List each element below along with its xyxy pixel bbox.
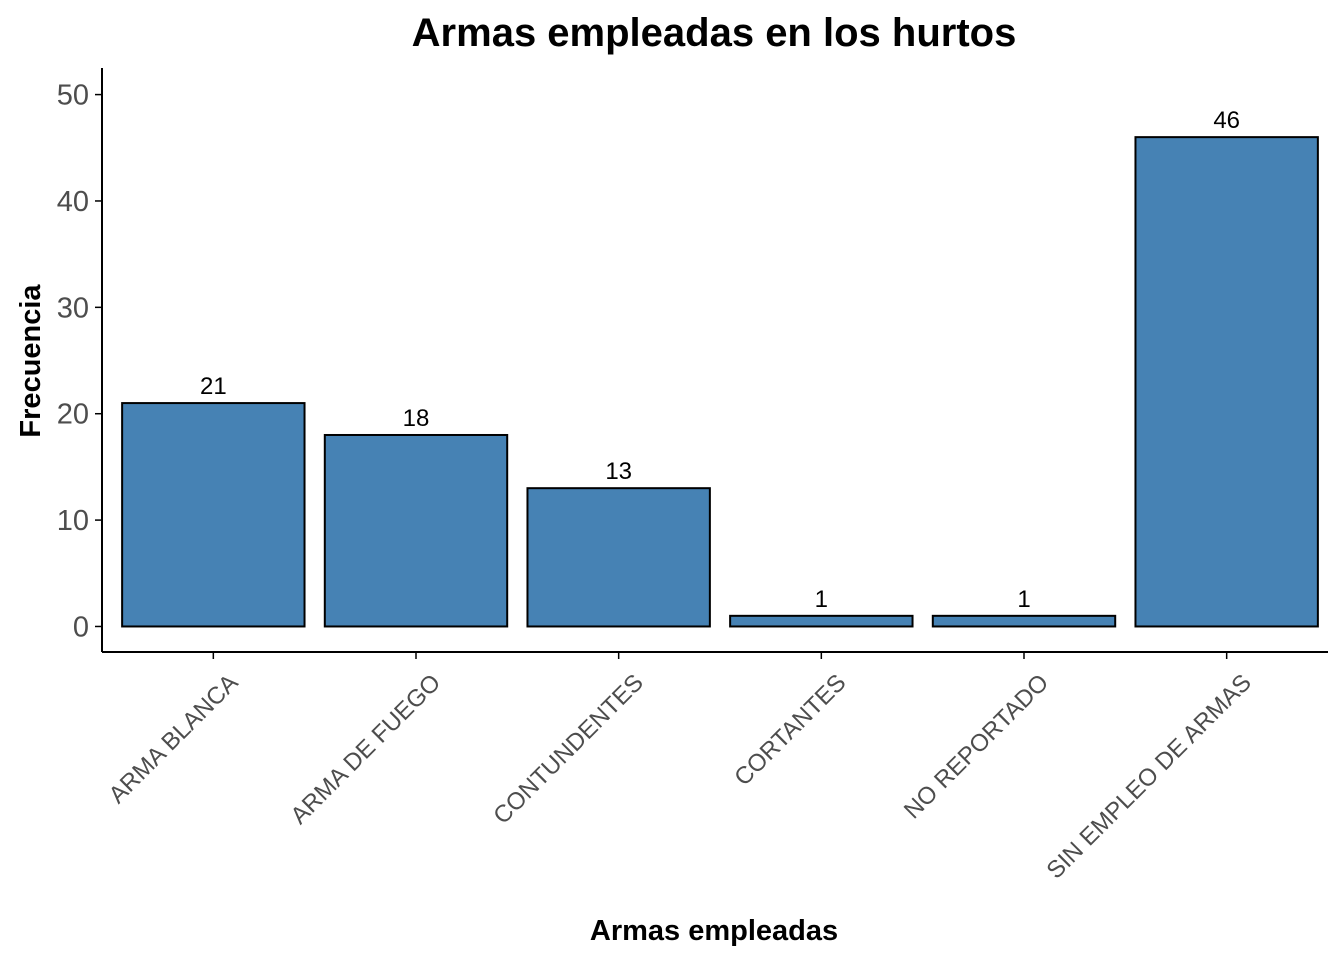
data-label-1: 18 — [403, 405, 430, 432]
data-label-2: 13 — [605, 458, 632, 485]
y-tick-label-2: 20 — [57, 399, 89, 431]
bar-2 — [526, 487, 711, 628]
y-tick-label-4: 40 — [57, 186, 89, 218]
bar-1 — [323, 433, 509, 628]
x-tick-label-3: CORTANTES — [729, 669, 851, 791]
x-tick-label-5: SIN EMPLEO DE ARMAS — [1042, 669, 1257, 884]
y-tick-label-3: 30 — [57, 292, 89, 324]
x-tick-label-4: NO REPORTADO — [899, 669, 1054, 824]
bar-3 — [729, 614, 914, 628]
x-axis-ticks: ARMA BLANCA ARMA DE FUEGO CONTUNDENTES CORT… — [104, 652, 1257, 884]
x-tick-label-1: ARMA DE FUEGO — [286, 669, 447, 830]
bar-5 — [1134, 136, 1319, 628]
y-axis-title: Frecuencia — [15, 284, 47, 438]
bars-group — [121, 136, 1319, 628]
x-tick-label-0: ARMA BLANCA — [104, 669, 244, 809]
y-axis-ticks: 0 10 20 30 40 50 — [57, 80, 102, 643]
y-tick-label-1: 10 — [57, 505, 89, 537]
data-labels-group: 21 18 13 1 1 46 — [200, 107, 1240, 613]
y-tick-label-5: 50 — [57, 80, 89, 112]
chart-title: Armas empleadas en los hurtos — [412, 11, 1017, 55]
data-label-4: 1 — [1017, 586, 1030, 613]
x-axis-title: Armas empleadas — [590, 915, 838, 947]
data-label-0: 21 — [200, 373, 227, 400]
bar-4 — [931, 614, 1117, 628]
data-label-5: 46 — [1213, 107, 1240, 134]
y-tick-label-0: 0 — [73, 611, 89, 643]
x-tick-label-2: CONTUNDENTES — [488, 669, 649, 830]
data-label-3: 1 — [815, 586, 828, 613]
bar-0 — [121, 402, 306, 628]
